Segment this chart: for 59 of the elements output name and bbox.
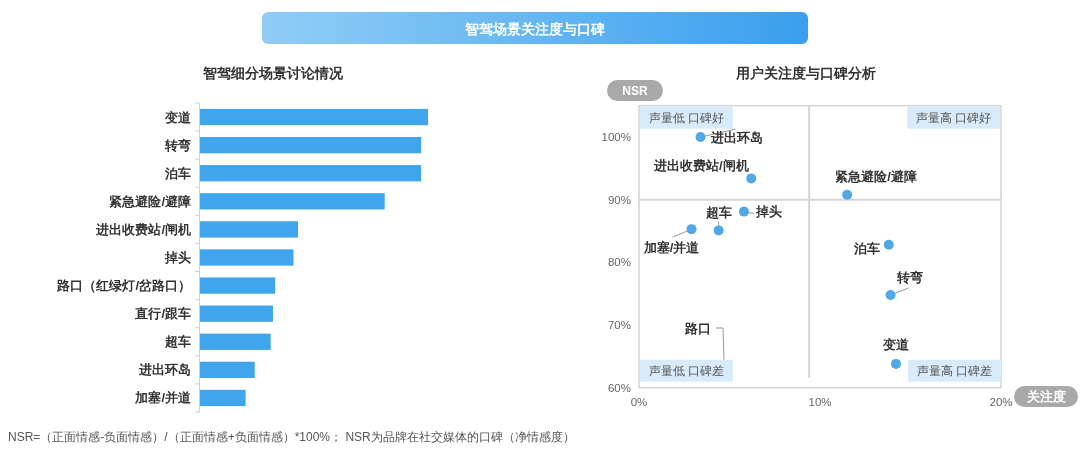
y-tick-label: 80% [607, 256, 631, 269]
y-tick-label: 60% [607, 381, 631, 394]
x-tick-label: 10% [808, 395, 832, 408]
annotation: 转弯 [895, 270, 923, 286]
text: NSR=（正面情感-负面情感）/（正面情感+负面情感）*100%； NSR为品牌在社交媒体的口碑（净情感度） [8, 430, 575, 444]
point [883, 239, 894, 250]
bar [200, 108, 428, 126]
point [738, 206, 749, 217]
annotation: 超车 [704, 204, 732, 220]
chart-title: 智驾细分场景讨论情况 [202, 65, 344, 81]
annotation: 声量低 口碑差 [648, 364, 725, 377]
bar [200, 136, 422, 154]
text: 智驾场景关注度与口碑 [464, 20, 605, 37]
annotation: 声量高 口碑差 [916, 363, 993, 377]
point [746, 173, 757, 184]
y-tick-label: 加塞/并道 [134, 390, 192, 406]
annotation: 进出收费站/闸机 [652, 157, 749, 173]
bar [200, 333, 271, 350]
bar [200, 305, 273, 322]
y-tick-label: 100% [601, 131, 631, 144]
point [695, 132, 706, 143]
y-tick-label: 掉头 [164, 250, 191, 265]
y-axis-title: NSR [622, 83, 648, 98]
annotation: 变道 [882, 337, 911, 353]
bar [200, 165, 422, 182]
annotation: 进出环岛 [709, 129, 763, 145]
y-tick-label: 变道 [164, 109, 192, 125]
x-tick-label: 20% [989, 395, 1013, 408]
annotation: 声量高 口碑好 [915, 110, 992, 124]
bar [200, 249, 294, 266]
y-tick-label: 90% [607, 193, 631, 206]
bar [200, 221, 299, 238]
point [842, 189, 853, 200]
annotation: 紧急避险/避障 [835, 169, 917, 185]
annotation: 路口 [684, 320, 711, 336]
annotation: 声量低 口碑好 [648, 111, 725, 124]
point [891, 358, 902, 369]
point [686, 224, 697, 235]
y-tick-label: 进出环岛 [138, 362, 191, 378]
annotation: 泊车 [852, 241, 880, 257]
y-tick-label: 70% [607, 319, 631, 332]
point [713, 225, 724, 236]
y-tick-label: 转弯 [164, 137, 191, 153]
point [885, 289, 896, 300]
y-tick-label: 直行/跟车 [134, 306, 191, 322]
annotation: 掉头 [754, 204, 782, 220]
bar [200, 277, 276, 294]
bar [200, 389, 246, 407]
y-tick-label: 超车 [164, 334, 191, 350]
x-axis-title: 关注度 [1025, 389, 1066, 404]
bar [200, 361, 255, 379]
chart-title: 用户关注度与口碑分析 [735, 65, 876, 81]
y-tick-label: 泊车 [164, 165, 191, 181]
y-tick-label: 紧急避险/避障 [109, 193, 191, 209]
y-tick-label: 进出收费站/闸机 [95, 221, 191, 237]
annotation: 加塞/并道 [642, 239, 701, 255]
y-tick-label: 路口（红绿灯/岔路口） [56, 278, 191, 294]
bar [200, 193, 385, 210]
x-tick-label: 0% [630, 395, 648, 408]
